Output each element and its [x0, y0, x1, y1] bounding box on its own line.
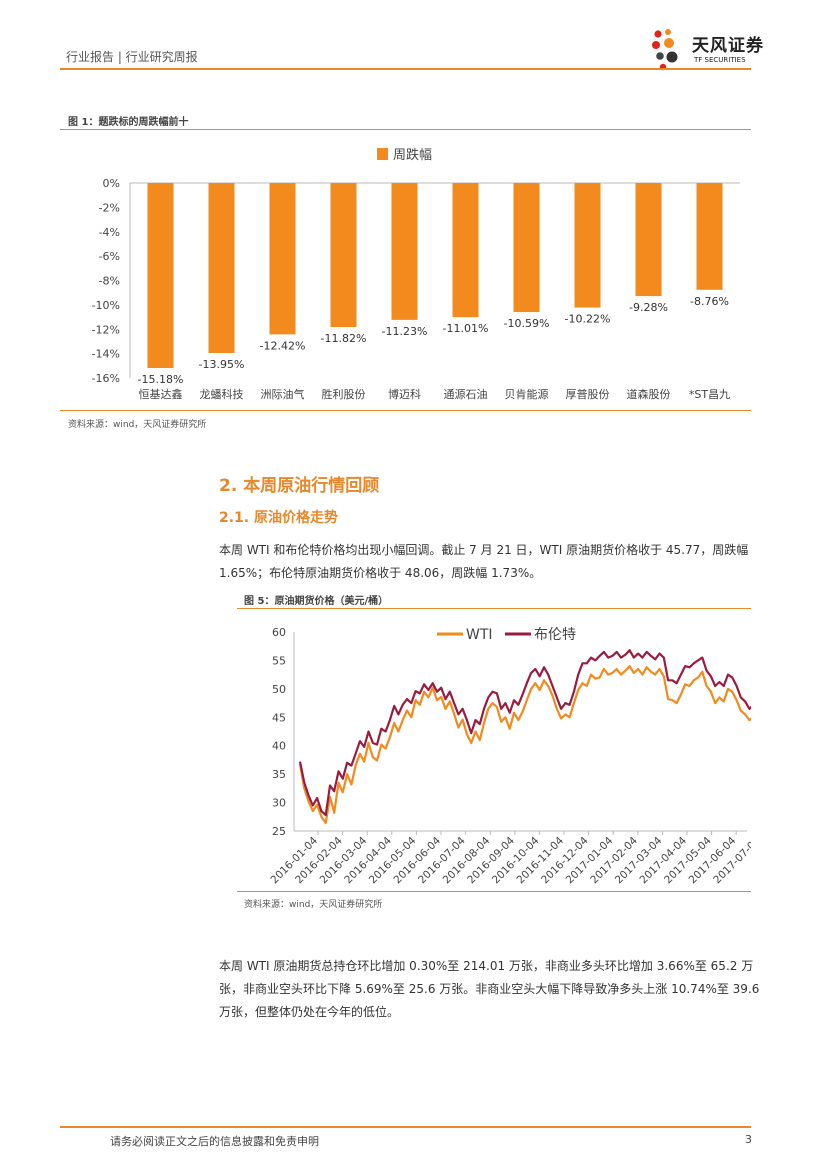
- body-paragraph: 本周 WTI 和布伦特价格均出现小幅回调。截止 7 月 21 日，WTI 原油期…: [219, 543, 749, 580]
- data-label: -10.59%: [504, 317, 550, 330]
- section-heading: 2. 本周原油行情回顾: [219, 476, 380, 496]
- y-tick-label: -2%: [99, 201, 120, 214]
- x-tick-label: 洲际油气: [261, 387, 305, 401]
- bar-chart: 周跌幅 0% -2% -4% -6% -8% -10% -12% -14% -16% -15.1…: [92, 147, 740, 401]
- data-label: -11.01%: [443, 322, 489, 335]
- figure1-title: 图 1：题跌标的周跌幅前十: [68, 117, 189, 128]
- x-tick-label: *ST昌九: [689, 388, 730, 401]
- body-paragraph: 本周 WTI 原油期货总持仓环比增加 0.30%至 214.01 万张，非商业多…: [219, 959, 760, 1019]
- logo-dot: [654, 30, 662, 38]
- figure5-source: 资料来源：wind，天风证券研究所: [244, 900, 383, 910]
- figure1-bottom-rule: [60, 410, 751, 411]
- bar: [635, 183, 662, 297]
- x-tick-label: 博迈科: [388, 387, 421, 401]
- x-tick-label: 通源石油: [444, 387, 488, 401]
- logo-dot: [665, 29, 671, 35]
- figure1-top-rule: [60, 129, 751, 130]
- logo-wordmark: 天风证券: [692, 36, 764, 56]
- y-tick-label: 30: [272, 797, 286, 810]
- bar: [147, 183, 174, 369]
- legend-label-brent: 布伦特: [534, 627, 576, 643]
- figure5-top-rule: [237, 608, 751, 609]
- x-tick-label: 胜利股份: [322, 387, 366, 401]
- logo-dot: [656, 52, 664, 60]
- header-section-label: 行业报告 | 行业研究周报: [66, 50, 198, 64]
- logo-dot: [666, 51, 678, 63]
- bar: [574, 183, 601, 308]
- data-label: -8.76%: [690, 295, 729, 308]
- bar: [208, 183, 235, 354]
- logo-dot: [652, 41, 660, 49]
- legend-label: 周跌幅: [393, 147, 432, 163]
- figure1-source: 资料来源：wind，天风证券研究所: [68, 420, 207, 430]
- y-tick-label: 50: [272, 683, 286, 696]
- bar: [452, 183, 479, 318]
- y-tick-label: 55: [272, 654, 286, 667]
- data-label: -9.28%: [629, 301, 668, 314]
- footer-disclaimer: 请务必阅读正文之后的信息披露和免责申明: [110, 1135, 319, 1148]
- logo-dot: [664, 38, 674, 48]
- bar: [696, 183, 723, 290]
- y-tick-label: -6%: [99, 250, 120, 263]
- logo-subtitle: TF SECURITIES: [694, 56, 746, 64]
- bar: [513, 183, 540, 313]
- data-label: -15.18%: [138, 373, 184, 386]
- figure5-bottom-rule: [237, 891, 751, 892]
- data-label: -13.95%: [199, 358, 245, 371]
- figure5-title: 图 5：原油期货价格（美元/桶）: [244, 596, 389, 607]
- x-tick-label: 贝肯能源: [505, 387, 549, 401]
- header-rule: [60, 68, 751, 70]
- footer-rule: [60, 1126, 751, 1128]
- y-tick-label: 25: [272, 825, 286, 838]
- x-tick-label: 恒基达鑫: [139, 387, 183, 401]
- data-label: -12.42%: [260, 339, 306, 352]
- legend-swatch: [377, 148, 388, 160]
- data-label: -11.23%: [382, 325, 428, 338]
- bar: [391, 183, 418, 320]
- series-line-wti: [298, 665, 751, 825]
- y-tick-label: 35: [272, 768, 286, 781]
- series-line-brent: [298, 649, 751, 817]
- data-label: -11.82%: [321, 332, 367, 345]
- data-label: -10.22%: [565, 313, 611, 326]
- subsection-heading: 2.1. 原油价格走势: [219, 510, 338, 526]
- y-tick-label: -16%: [92, 372, 120, 385]
- y-tick-label: -10%: [92, 299, 120, 312]
- y-tick-label: 45: [272, 711, 286, 724]
- y-tick-label: -8%: [99, 275, 120, 288]
- y-tick-label: -14%: [92, 348, 120, 361]
- x-tick-label: 道森股份: [627, 387, 671, 401]
- bar: [330, 183, 357, 328]
- y-tick-label: 0%: [103, 177, 120, 190]
- x-tick-label: 厚普股份: [566, 387, 610, 401]
- y-tick-label: -4%: [99, 226, 120, 239]
- x-tick-label: 龙蟠科技: [200, 387, 244, 401]
- y-tick-label: 40: [272, 740, 286, 753]
- y-tick-label: 60: [272, 626, 286, 639]
- page-number: 3: [745, 1133, 752, 1146]
- bar: [269, 183, 296, 335]
- y-tick-label: -12%: [92, 323, 120, 336]
- legend-label-wti: WTI: [466, 627, 493, 643]
